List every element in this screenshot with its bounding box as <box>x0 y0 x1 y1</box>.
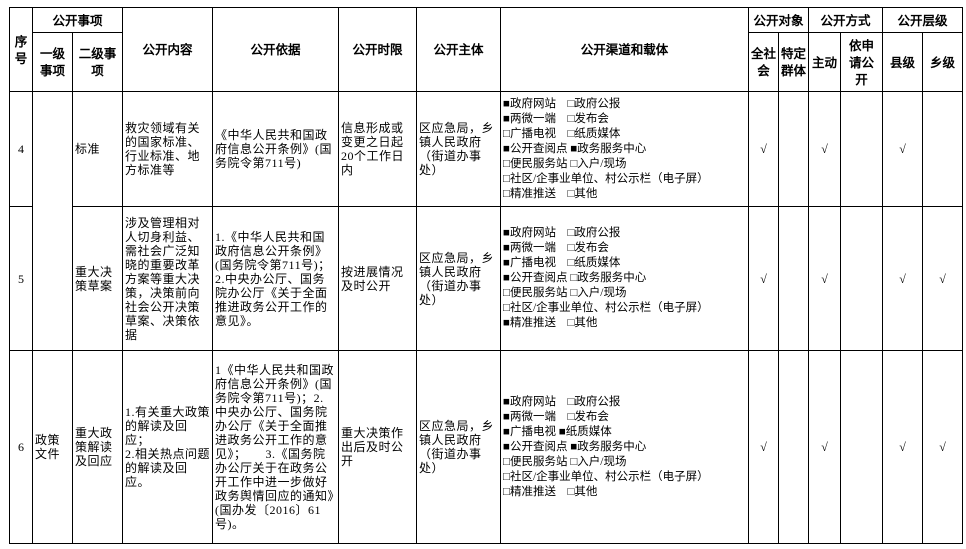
header-cell: 公开主体 <box>416 7 502 92</box>
check-cell: √ <box>882 91 924 207</box>
check-cell: √ <box>748 350 780 544</box>
check-cell: √ <box>808 91 842 207</box>
check-cell <box>778 91 810 207</box>
time-cell: 信息形成或变更之日起20个工作日内 <box>338 91 418 207</box>
header-cell: 一级事项 <box>32 32 73 92</box>
check-cell <box>778 206 810 351</box>
table-body: 4 标准 救灾领域有关的国家标准、行业标准、地方标准等 《中华人民共和国政府信息公开条… <box>9 91 964 544</box>
header-cell: 公开依据 <box>212 7 340 92</box>
header-cell: 公开层级 <box>882 7 964 33</box>
channels-line: ■广播电视 ■纸质媒体 <box>503 425 612 438</box>
header-cell: 全社会 <box>748 32 780 92</box>
header-cell: 公开方式 <box>808 7 884 33</box>
check-cell <box>840 206 884 351</box>
header-cell: 县级 <box>882 32 924 92</box>
channels-line: ■两微一端 □发布会 <box>503 242 609 254</box>
header-cell: 序号 <box>9 7 33 92</box>
table-row: 5 重大决策草案 涉及管理相对人切身利益、需社会广泛知晓的重要改革方案等重大决策，决… <box>9 206 964 351</box>
check-cell <box>778 350 810 544</box>
basis-cell: 1《中华人民共和国政府信息公开条例》(国务院令第711号)；2.中央办公厅、国务… <box>212 350 340 544</box>
channels-line: ■精准推送 □其他 <box>503 317 598 329</box>
header-cell: 公开对象 <box>748 7 810 33</box>
content-line: 2.相关热点问题的解读及回应。 <box>125 447 211 489</box>
check-cell: √ <box>922 350 964 544</box>
channels-line: □便民服务站 □入户/现场 <box>503 455 627 468</box>
subject-cell: 区应急局，乡镇人民政府（街道办事处） <box>416 206 502 351</box>
basis-cell: 1.《中华人民共和国政府信息公开条例》(国务院令第711号)； 2.中央办公厅、… <box>212 206 340 351</box>
channels-line: ■广播电视 □纸质媒体 <box>503 257 621 269</box>
level2-cell: 重大决策草案 <box>71 206 124 351</box>
check-cell: √ <box>922 206 964 351</box>
table-row: 6 政策文件 重大政策解读及回应 1.有关重大政策的解读及回应； 2.相关热点问题的解读… <box>9 350 964 544</box>
channels-line: ■政府网站 □政府公报 <box>503 97 621 110</box>
channels-line: □便民服务站 □入户/现场 <box>503 287 627 299</box>
header-cell: 特定群体 <box>778 32 810 92</box>
header-cell: 公开渠道和载体 <box>500 7 750 92</box>
content-cell: 涉及管理相对人切身利益、需社会广泛知晓的重要改革方案等重大决策，决策前向社会公开… <box>122 206 214 351</box>
seq-cell: 5 <box>9 206 33 351</box>
content-cell: 1.有关重大政策的解读及回应； 2.相关热点问题的解读及回应。 <box>122 350 214 544</box>
content-cell: 救灾领域有关的国家标准、行业标准、地方标准等 <box>122 91 214 207</box>
channels-line: □精准推送 □其他 <box>503 187 598 200</box>
check-cell <box>922 91 964 207</box>
channels-cell: ■政府网站 □政府公报 ■两微一端 □发布会 ■广播电视 ■纸质媒体 ■公开查阅点 ■… <box>500 350 750 544</box>
header-cell: 公开内容 <box>122 7 214 92</box>
subject-cell: 区应急局，乡镇人民政府（街道办事处） <box>416 350 502 544</box>
time-cell: 按进展情况及时公开 <box>338 206 418 351</box>
channels-line: □社区/企事业单位、村公示栏（电子屏） <box>503 172 709 185</box>
basis-cell: 《中华人民共和国政府信息公开条例》(国务院令第711号) <box>212 91 340 207</box>
channels-line: ■政府网站 □政府公报 <box>503 227 621 239</box>
header-cell: 二级事项 <box>71 32 124 92</box>
channels-line: ■公开查阅点 ■政务服务中心 <box>503 142 647 155</box>
seq-cell: 4 <box>9 91 33 207</box>
disclosure-table: 序号 公开事项 公开内容 公开依据 公开时限 公开主体 公开渠道和载体 公开对象… <box>9 7 964 544</box>
check-cell: √ <box>808 350 842 544</box>
header-cell: 依申请公开 <box>840 32 884 92</box>
channels-cell: ■政府网站 □政府公报 ■两微一端 □发布会 ■广播电视 □纸质媒体 ■公开查阅点 □… <box>500 206 750 351</box>
header-cell: 公开事项 <box>31 7 124 33</box>
seq-cell: 6 <box>9 350 33 544</box>
channels-line: □社区/企事业单位、村公示栏（电子屏） <box>503 470 709 483</box>
channels-line: ■公开查阅点 ■政务服务中心 <box>503 440 647 453</box>
check-cell: √ <box>748 206 780 351</box>
channels-line: ■两微一端 □发布会 <box>503 410 609 423</box>
channels-cell: ■政府网站 □政府公报 ■两微一端 □发布会 □广播电视 □纸质媒体 ■公开查阅点 ■… <box>500 91 750 207</box>
level1-cell <box>32 91 73 351</box>
channels-line: ■公开查阅点 □政务服务中心 <box>503 272 647 284</box>
level2-cell: 标准 <box>71 91 124 207</box>
channels-line: □广播电视 □纸质媒体 <box>503 127 621 140</box>
content-line: 1.有关重大政策的解读及回应； <box>125 405 211 447</box>
level1-cell: 政策文件 <box>32 350 73 544</box>
header-cell: 乡级 <box>922 32 964 92</box>
check-cell: √ <box>882 206 924 351</box>
subject-cell: 区应急局，乡镇人民政府（街道办事处） <box>416 91 502 207</box>
check-cell: √ <box>882 350 924 544</box>
channels-line: □社区/企事业单位、村公示栏（电子屏） <box>503 302 709 314</box>
time-cell: 重大决策作出后及时公开 <box>338 350 418 544</box>
header-cell: 主动 <box>808 32 842 92</box>
check-cell <box>840 350 884 544</box>
check-cell <box>840 91 884 207</box>
channels-line: □便民服务站 □入户/现场 <box>503 157 627 170</box>
check-cell: √ <box>808 206 842 351</box>
channels-line: ■政府网站 □政府公报 <box>503 395 621 408</box>
check-cell: √ <box>748 91 780 207</box>
header-cell: 公开时限 <box>338 7 418 92</box>
channels-line: □精准推送 □其他 <box>503 485 598 498</box>
table-row: 4 标准 救灾领域有关的国家标准、行业标准、地方标准等 《中华人民共和国政府信息公开条… <box>9 91 964 351</box>
level2-cell: 重大政策解读及回应 <box>71 350 124 544</box>
channels-line: ■两微一端 □发布会 <box>503 112 609 125</box>
